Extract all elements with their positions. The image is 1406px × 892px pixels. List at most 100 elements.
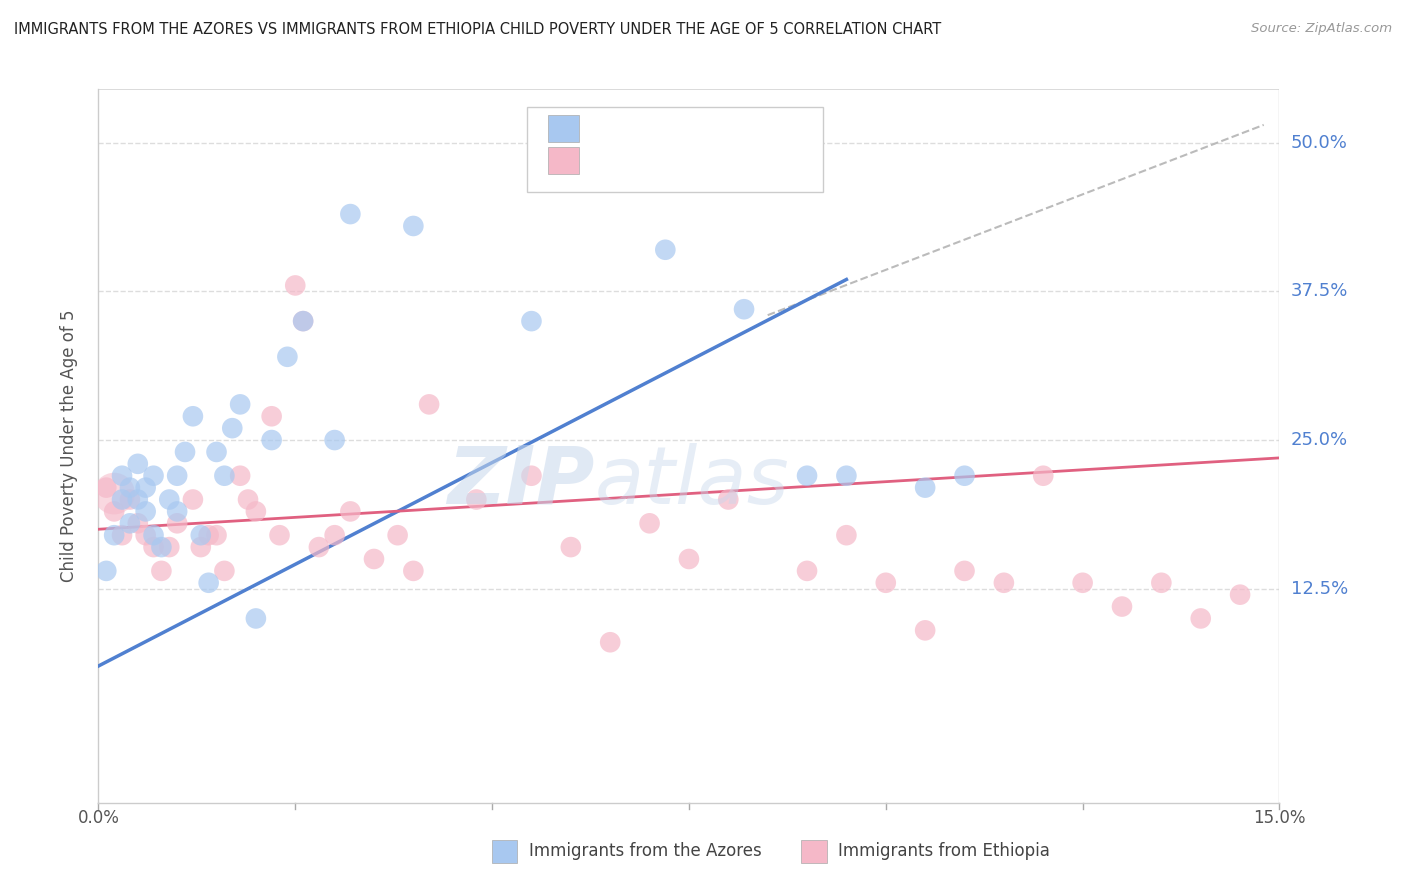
Point — [214, 468, 236, 483]
Point — [150, 540, 173, 554]
Point — [214, 564, 236, 578]
Point — [236, 492, 259, 507]
Text: N = 48: N = 48 — [717, 152, 782, 169]
Point — [520, 468, 543, 483]
Point — [993, 575, 1015, 590]
Point — [339, 504, 361, 518]
Text: Immigrants from the Azores: Immigrants from the Azores — [529, 842, 762, 860]
Point — [181, 492, 204, 507]
Point — [323, 433, 346, 447]
Point — [166, 468, 188, 483]
Point — [654, 243, 676, 257]
Point — [418, 397, 440, 411]
Point — [174, 445, 197, 459]
Point — [96, 481, 118, 495]
Point — [197, 575, 219, 590]
Point — [111, 528, 134, 542]
Point — [135, 528, 157, 542]
Point — [1111, 599, 1133, 614]
Point — [142, 528, 165, 542]
Point — [402, 564, 425, 578]
Point — [733, 302, 755, 317]
Point — [363, 552, 385, 566]
Point — [402, 219, 425, 233]
Point — [638, 516, 661, 531]
Point — [127, 492, 149, 507]
Point — [678, 552, 700, 566]
Point — [197, 528, 219, 542]
Point — [103, 504, 125, 518]
Point — [339, 207, 361, 221]
Point — [953, 468, 976, 483]
Point — [96, 564, 118, 578]
Point — [308, 540, 330, 554]
Point — [520, 314, 543, 328]
Point — [914, 481, 936, 495]
Text: Child Poverty Under the Age of 5: Child Poverty Under the Age of 5 — [60, 310, 77, 582]
Point — [835, 468, 858, 483]
Point — [465, 492, 488, 507]
Text: R = 0.650: R = 0.650 — [591, 120, 678, 137]
Point — [111, 492, 134, 507]
Point — [323, 528, 346, 542]
Text: 15.0%: 15.0% — [1253, 809, 1306, 827]
Point — [387, 528, 409, 542]
Point — [1229, 588, 1251, 602]
Text: R = 0.095: R = 0.095 — [591, 152, 678, 169]
Text: 25.0%: 25.0% — [1291, 431, 1348, 449]
Point — [717, 492, 740, 507]
Text: N = 38: N = 38 — [717, 120, 782, 137]
Point — [284, 278, 307, 293]
Point — [157, 492, 180, 507]
Point — [260, 409, 283, 424]
Point — [103, 486, 125, 500]
Point — [953, 564, 976, 578]
Point — [190, 540, 212, 554]
Text: 37.5%: 37.5% — [1291, 283, 1348, 301]
Point — [142, 468, 165, 483]
Point — [181, 409, 204, 424]
Point — [103, 528, 125, 542]
Point — [111, 468, 134, 483]
Point — [875, 575, 897, 590]
Point — [245, 611, 267, 625]
Point — [229, 397, 252, 411]
Point — [127, 516, 149, 531]
Text: 12.5%: 12.5% — [1291, 580, 1348, 598]
Point — [118, 481, 141, 495]
Text: Immigrants from Ethiopia: Immigrants from Ethiopia — [838, 842, 1050, 860]
Text: Source: ZipAtlas.com: Source: ZipAtlas.com — [1251, 22, 1392, 36]
Point — [245, 504, 267, 518]
Point — [127, 457, 149, 471]
Point — [796, 564, 818, 578]
Point — [205, 528, 228, 542]
Point — [142, 540, 165, 554]
Point — [150, 564, 173, 578]
Point — [118, 492, 141, 507]
Point — [599, 635, 621, 649]
Point — [190, 528, 212, 542]
Text: 0.0%: 0.0% — [77, 809, 120, 827]
Point — [292, 314, 315, 328]
Text: atlas: atlas — [595, 442, 789, 521]
Point — [205, 445, 228, 459]
Point — [796, 468, 818, 483]
Point — [157, 540, 180, 554]
Point — [1189, 611, 1212, 625]
Point — [276, 350, 298, 364]
Point — [292, 314, 315, 328]
Point — [135, 481, 157, 495]
Text: ZIP: ZIP — [447, 442, 595, 521]
Point — [835, 528, 858, 542]
Point — [229, 468, 252, 483]
Point — [1150, 575, 1173, 590]
Text: 50.0%: 50.0% — [1291, 134, 1347, 152]
Point — [1071, 575, 1094, 590]
Point — [914, 624, 936, 638]
Point — [1032, 468, 1054, 483]
Point — [118, 516, 141, 531]
Point — [260, 433, 283, 447]
Point — [166, 516, 188, 531]
Point — [166, 504, 188, 518]
Point — [135, 504, 157, 518]
